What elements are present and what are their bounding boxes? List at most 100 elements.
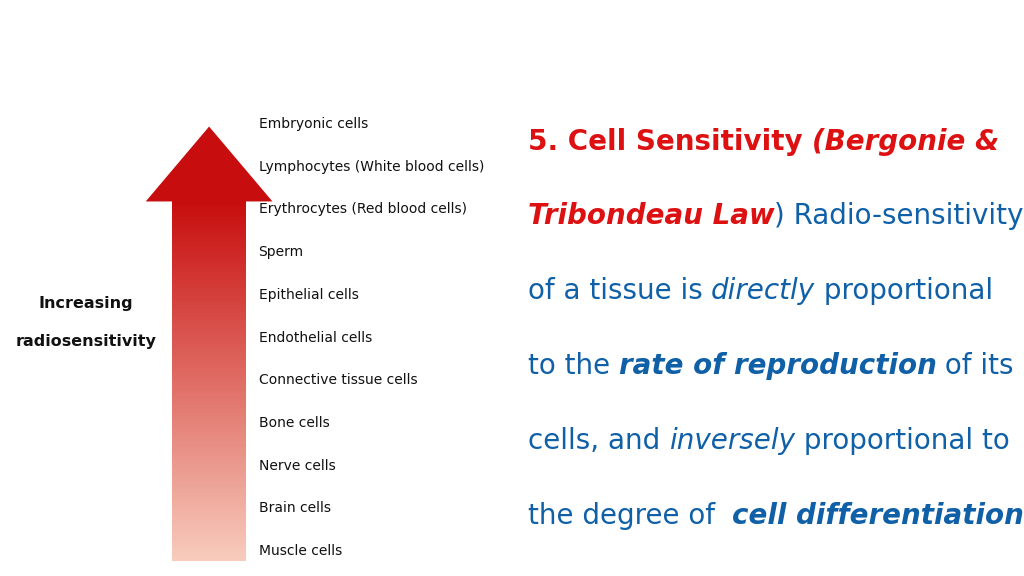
Bar: [172, 414, 246, 415]
Bar: [172, 544, 246, 545]
Bar: [172, 541, 246, 542]
Bar: [172, 431, 246, 433]
Bar: [172, 468, 246, 469]
Bar: [172, 433, 246, 434]
Bar: [172, 278, 246, 279]
Bar: [172, 500, 246, 501]
Bar: [172, 429, 246, 430]
Bar: [172, 529, 246, 530]
Bar: [172, 388, 246, 389]
Bar: [172, 265, 246, 266]
Bar: [172, 537, 246, 538]
Bar: [172, 258, 246, 259]
Text: proportional to: proportional to: [795, 427, 1010, 455]
Bar: [172, 401, 246, 403]
Bar: [172, 304, 246, 305]
Bar: [172, 385, 246, 386]
Bar: [172, 484, 246, 486]
Text: Brain cells: Brain cells: [258, 501, 331, 516]
Bar: [172, 415, 246, 416]
Bar: [172, 516, 246, 517]
Bar: [172, 473, 246, 475]
Bar: [172, 491, 246, 492]
Bar: [172, 335, 246, 336]
Bar: [172, 236, 246, 237]
Bar: [172, 502, 246, 503]
Bar: [172, 242, 246, 244]
Bar: [172, 435, 246, 437]
Bar: [172, 343, 246, 344]
Bar: [172, 276, 246, 277]
Bar: [172, 264, 246, 265]
Bar: [172, 441, 246, 442]
Bar: [172, 524, 246, 525]
Bar: [172, 327, 246, 328]
Text: cells, and: cells, and: [527, 427, 669, 455]
Bar: [172, 482, 246, 483]
Bar: [172, 295, 246, 296]
Bar: [172, 317, 246, 318]
Bar: [172, 294, 246, 295]
Bar: [172, 267, 246, 268]
Bar: [172, 437, 246, 438]
Bar: [172, 459, 246, 460]
Bar: [172, 296, 246, 297]
Bar: [172, 353, 246, 354]
Bar: [172, 328, 246, 329]
Bar: [172, 506, 246, 507]
Bar: [172, 241, 246, 242]
Text: the degree of: the degree of: [527, 502, 732, 530]
Bar: [172, 202, 246, 203]
Bar: [172, 211, 246, 212]
Bar: [172, 475, 246, 476]
Bar: [172, 412, 246, 414]
Text: of its: of its: [936, 353, 1014, 380]
Bar: [172, 222, 246, 223]
Bar: [172, 307, 246, 308]
Bar: [172, 444, 246, 445]
Bar: [172, 350, 246, 351]
Bar: [172, 263, 246, 264]
Bar: [172, 499, 246, 500]
Bar: [172, 251, 246, 252]
Text: Determinants of Radiation Effects: Determinants of Radiation Effects: [12, 21, 706, 55]
Bar: [172, 464, 246, 465]
Bar: [172, 240, 246, 241]
Bar: [172, 325, 246, 326]
Bar: [172, 312, 246, 313]
Bar: [172, 230, 246, 232]
Bar: [172, 492, 246, 494]
Bar: [172, 391, 246, 392]
Bar: [172, 314, 246, 315]
Bar: [172, 536, 246, 537]
Bar: [172, 323, 246, 324]
Bar: [172, 438, 246, 439]
Bar: [172, 313, 246, 314]
Text: Increasing: Increasing: [39, 296, 133, 311]
Bar: [172, 501, 246, 502]
Bar: [172, 349, 246, 350]
Bar: [172, 543, 246, 544]
Bar: [172, 497, 246, 498]
Bar: [172, 329, 246, 331]
Bar: [172, 555, 246, 556]
Bar: [172, 452, 246, 453]
Bar: [172, 326, 246, 327]
Bar: [172, 552, 246, 554]
Bar: [172, 359, 246, 361]
Bar: [172, 369, 246, 370]
Bar: [172, 386, 246, 387]
Text: ) Radio-sensitivity: ) Radio-sensitivity: [774, 202, 1024, 230]
Bar: [172, 477, 246, 478]
Bar: [172, 460, 246, 461]
Bar: [172, 358, 246, 359]
Bar: [172, 246, 246, 247]
Bar: [172, 382, 246, 384]
Bar: [172, 513, 246, 514]
Bar: [172, 486, 246, 487]
Bar: [172, 427, 246, 428]
Bar: [172, 377, 246, 378]
Bar: [172, 282, 246, 283]
Bar: [172, 461, 246, 463]
Text: cell differentiation: cell differentiation: [732, 502, 1024, 530]
